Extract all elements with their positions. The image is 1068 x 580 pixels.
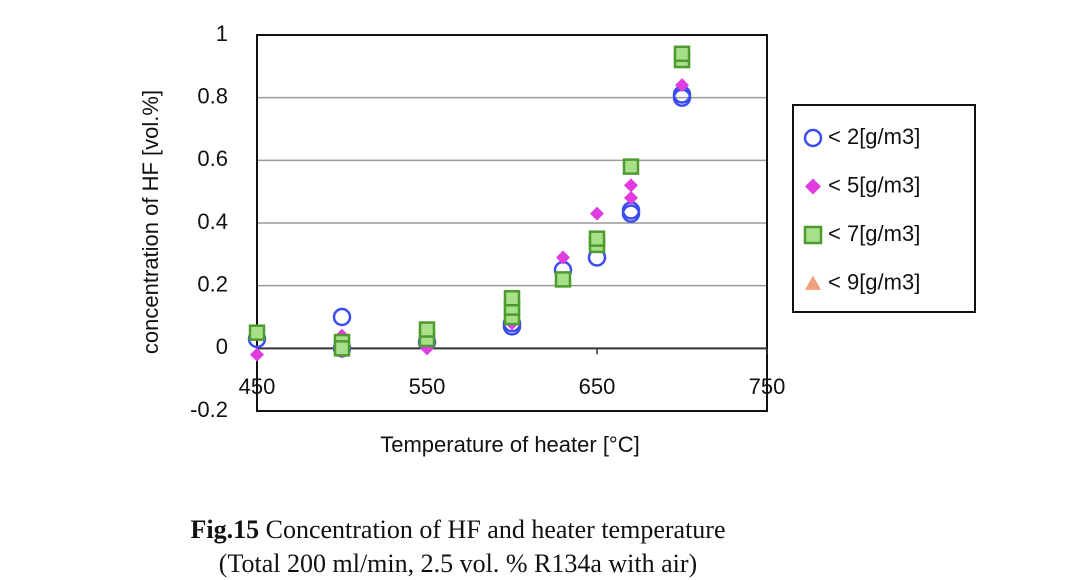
- y-axis-label: concentration of HF [vol.%]: [138, 90, 163, 354]
- legend-marker: [803, 225, 823, 245]
- y-tick-label: -0.2: [190, 397, 228, 422]
- legend-label: < 2[g/m3]: [828, 124, 920, 149]
- y-tick-label: 0: [216, 334, 228, 359]
- caption-text: Concentration of HF and heater temperatu…: [266, 515, 726, 544]
- square-marker: [503, 289, 521, 307]
- legend-marker: [805, 275, 821, 290]
- y-tick-label: 0.4: [197, 209, 228, 234]
- legend-label: < 9[g/m3]: [828, 269, 920, 294]
- circle-marker: [332, 307, 352, 327]
- legend-label: < 5[g/m3]: [828, 172, 920, 197]
- legend-marker: [803, 128, 823, 148]
- caption: Fig.15 Concentration of HF and heater te…: [191, 515, 726, 544]
- plot-frame: [256, 34, 768, 412]
- diamond-marker: [624, 190, 638, 205]
- square-marker: [588, 230, 606, 247]
- legend-marker: [805, 178, 821, 195]
- y-tick-label: 0.6: [197, 146, 228, 171]
- diamond-marker: [250, 347, 264, 362]
- square-marker: [554, 271, 572, 288]
- diamond-marker: [556, 250, 570, 265]
- y-tick-label: 0.8: [197, 83, 228, 108]
- caption-note: (Total 200 ml/min, 2.5 vol. % R134a with…: [219, 549, 697, 578]
- x-tick-label: 450: [239, 374, 276, 399]
- diamond-marker: [624, 178, 638, 193]
- x-tick-label: 650: [579, 374, 616, 399]
- square-marker: [248, 324, 266, 341]
- square-marker: [418, 321, 436, 338]
- diamond-marker: [675, 78, 689, 93]
- x-tick-label: 750: [749, 374, 786, 399]
- square-marker: [673, 45, 691, 63]
- y-tick-label: 0.2: [197, 271, 228, 296]
- legend-box: [792, 104, 976, 313]
- legend-label: < 7[g/m3]: [828, 221, 920, 246]
- y-tick-label: 1: [216, 21, 228, 46]
- caption-label: Fig.15: [191, 515, 260, 544]
- square-marker: [622, 158, 640, 175]
- diamond-marker: [590, 206, 604, 221]
- x-axis-label: Temperature of heater [°C]: [380, 432, 639, 457]
- square-marker: [333, 340, 351, 357]
- x-tick-label: 550: [409, 374, 446, 399]
